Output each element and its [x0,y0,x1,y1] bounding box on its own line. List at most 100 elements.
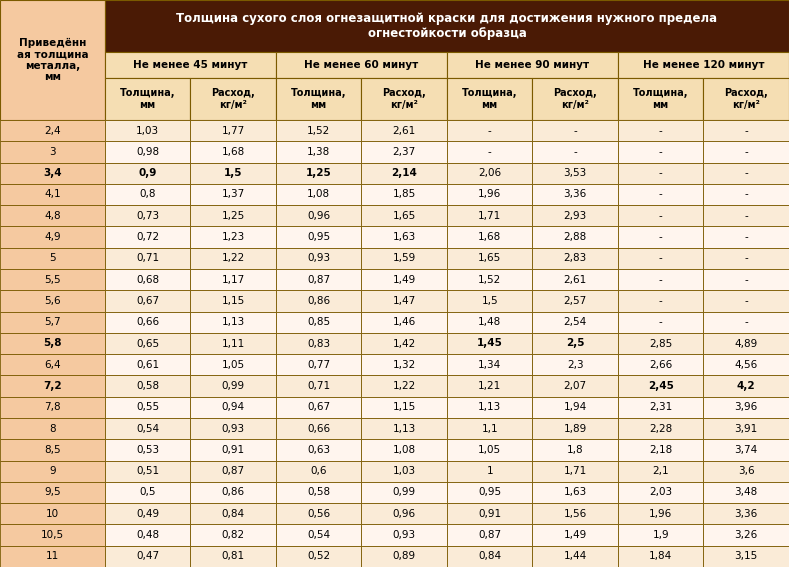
Text: 2,03: 2,03 [649,488,672,497]
Text: 1: 1 [487,466,493,476]
Bar [447,397,533,418]
Text: Не менее 90 минут: Не менее 90 минут [476,60,589,70]
Bar [190,312,276,333]
Bar [0,226,105,248]
Bar [618,418,704,439]
Bar [105,524,190,545]
Text: 3,26: 3,26 [735,530,758,540]
Bar [533,354,618,375]
Bar [704,397,789,418]
Bar [447,269,533,290]
Text: 4,89: 4,89 [735,338,758,349]
Text: Не менее 45 минут: Не менее 45 минут [133,60,248,70]
Text: 1,63: 1,63 [563,488,587,497]
Text: -: - [574,126,577,136]
Bar [704,290,789,312]
Text: 1,8: 1,8 [567,445,584,455]
Bar [618,184,704,205]
Bar [276,333,361,354]
Bar [361,141,447,163]
Bar [105,312,190,333]
Text: 0,91: 0,91 [478,509,501,519]
Bar [0,312,105,333]
Bar [533,120,618,141]
Bar [190,248,276,269]
Text: 0,73: 0,73 [136,211,159,221]
Text: 3,6: 3,6 [738,466,754,476]
Bar [0,248,105,269]
Text: -: - [744,232,748,242]
Bar [704,312,789,333]
Bar [0,120,105,141]
Bar [276,482,361,503]
Text: 0,94: 0,94 [222,403,245,412]
Text: -: - [744,211,748,221]
Bar [618,524,704,545]
Text: 0,98: 0,98 [136,147,159,157]
Bar [704,269,789,290]
Bar [533,545,618,567]
Bar [618,78,704,120]
Text: 2,4: 2,4 [44,126,61,136]
Text: 0,93: 0,93 [307,253,331,263]
Text: 3,36: 3,36 [735,509,758,519]
Bar [190,354,276,375]
Text: 0,86: 0,86 [307,296,331,306]
Bar [105,460,190,482]
Text: 0,95: 0,95 [478,488,501,497]
Text: 0,61: 0,61 [136,360,159,370]
Text: 1,63: 1,63 [393,232,416,242]
Text: 0,87: 0,87 [478,530,501,540]
Bar [0,184,105,205]
Text: -: - [659,147,663,157]
Bar [361,248,447,269]
Bar [190,397,276,418]
Bar [105,269,190,290]
Bar [276,439,361,460]
Bar [0,333,105,354]
Bar [0,375,105,397]
Bar [618,120,704,141]
Bar [105,0,789,52]
Text: 2,18: 2,18 [649,445,672,455]
Text: 0,65: 0,65 [136,338,159,349]
Bar [618,545,704,567]
Bar [105,354,190,375]
Bar [276,269,361,290]
Text: 0,56: 0,56 [307,509,331,519]
Bar [533,460,618,482]
Text: 1,23: 1,23 [222,232,245,242]
Text: 1,85: 1,85 [393,189,416,200]
Text: 1,25: 1,25 [222,211,245,221]
Bar [704,205,789,226]
Bar [447,226,533,248]
Text: 1,25: 1,25 [306,168,331,178]
Text: 1,17: 1,17 [222,274,245,285]
Bar [276,248,361,269]
Text: 1,52: 1,52 [307,126,331,136]
Text: 0,9: 0,9 [139,168,157,178]
Bar [190,290,276,312]
Bar [105,397,190,418]
Text: 3,53: 3,53 [563,168,587,178]
Text: -: - [659,317,663,327]
Text: 0,91: 0,91 [222,445,245,455]
Bar [618,163,704,184]
Bar [105,163,190,184]
Text: -: - [659,253,663,263]
Text: 1,71: 1,71 [478,211,501,221]
Text: 2,93: 2,93 [563,211,587,221]
Text: 1,03: 1,03 [393,466,416,476]
Text: 1,94: 1,94 [563,403,587,412]
Bar [447,354,533,375]
Bar [533,375,618,397]
Text: 0,86: 0,86 [222,488,245,497]
Bar [704,184,789,205]
Bar [533,418,618,439]
Text: 4,56: 4,56 [735,360,758,370]
Bar [276,460,361,482]
Text: -: - [744,274,748,285]
Text: 3,36: 3,36 [563,189,587,200]
Bar [0,503,105,524]
Bar [618,52,789,78]
